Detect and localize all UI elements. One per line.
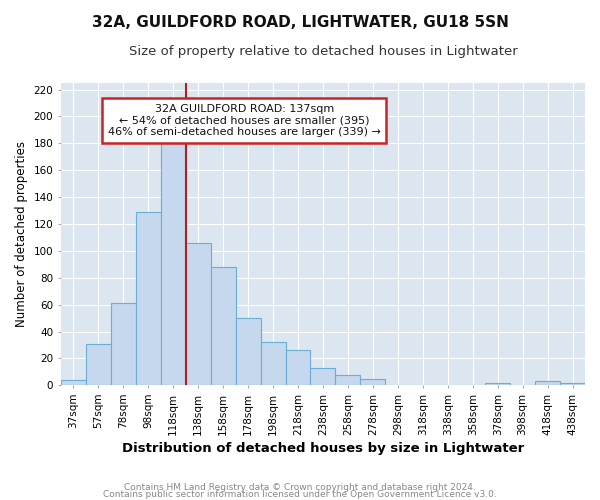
Bar — [560, 382, 585, 386]
Text: Contains public sector information licensed under the Open Government Licence v3: Contains public sector information licen… — [103, 490, 497, 499]
Bar — [61, 380, 86, 386]
Text: 32A GUILDFORD ROAD: 137sqm
← 54% of detached houses are smaller (395)
46% of sem: 32A GUILDFORD ROAD: 137sqm ← 54% of deta… — [108, 104, 381, 137]
Bar — [335, 374, 361, 386]
Bar — [161, 140, 186, 386]
Text: Contains HM Land Registry data © Crown copyright and database right 2024.: Contains HM Land Registry data © Crown c… — [124, 484, 476, 492]
Bar — [310, 368, 335, 386]
Title: Size of property relative to detached houses in Lightwater: Size of property relative to detached ho… — [128, 45, 517, 58]
Bar — [535, 382, 560, 386]
Bar — [136, 212, 161, 386]
Bar — [260, 342, 286, 386]
Text: 32A, GUILDFORD ROAD, LIGHTWATER, GU18 5SN: 32A, GUILDFORD ROAD, LIGHTWATER, GU18 5S… — [92, 15, 508, 30]
Bar — [186, 243, 211, 386]
Y-axis label: Number of detached properties: Number of detached properties — [15, 141, 28, 327]
Bar — [286, 350, 310, 386]
Bar — [211, 267, 236, 386]
X-axis label: Distribution of detached houses by size in Lightwater: Distribution of detached houses by size … — [122, 442, 524, 455]
Bar — [86, 344, 111, 386]
Bar — [485, 382, 510, 386]
Bar — [111, 304, 136, 386]
Bar — [361, 378, 385, 386]
Bar — [236, 318, 260, 386]
